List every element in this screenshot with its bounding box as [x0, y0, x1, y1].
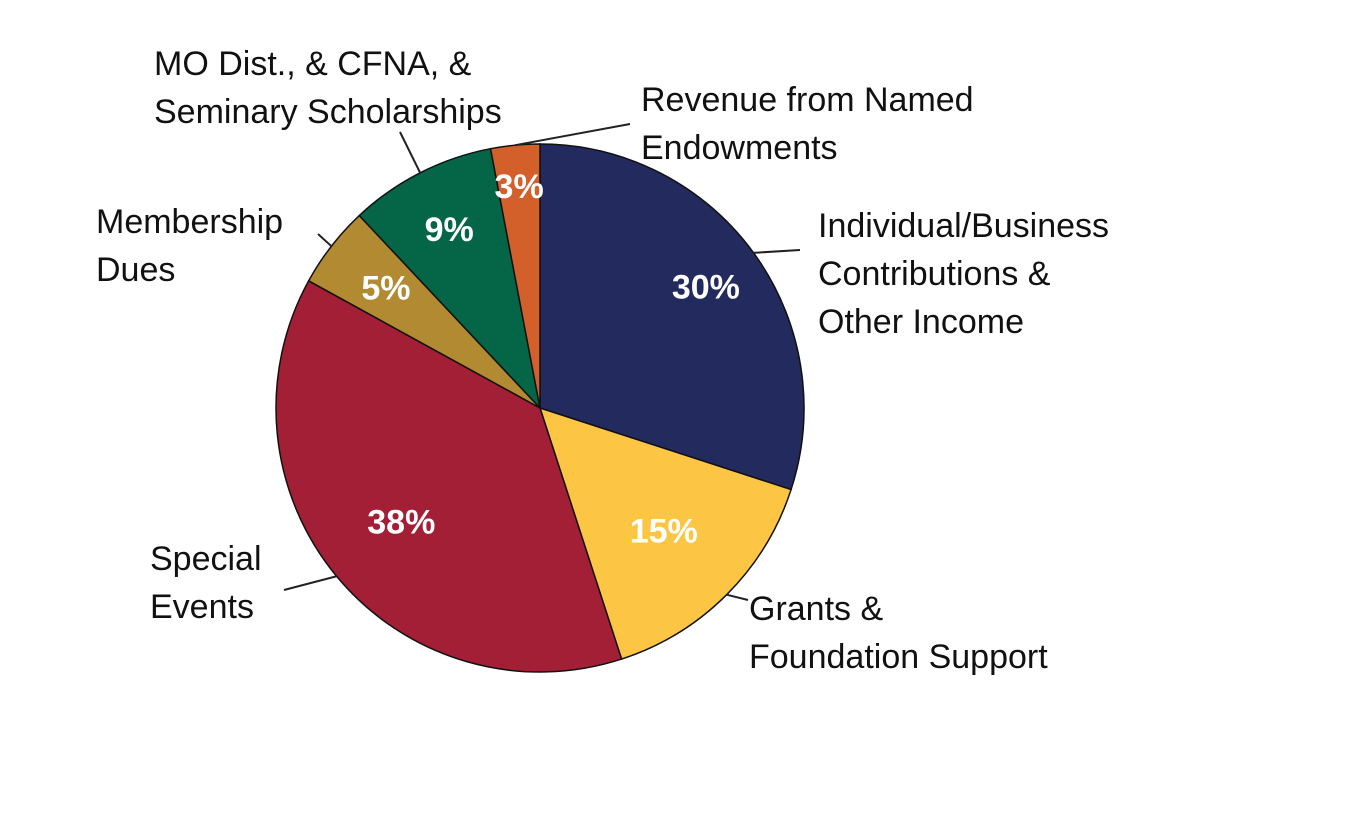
- pie-slice-special-events: [275, 279, 623, 673]
- label-named-endowments: Revenue from Named Endowments: [641, 76, 974, 172]
- label-line: MO Dist., & CFNA, &: [154, 45, 472, 83]
- label-line: Seminary Scholarships: [154, 93, 502, 131]
- leader-line-named-endowments: [514, 123, 631, 147]
- label-membership-dues: Membership Dues: [96, 198, 283, 294]
- label-line: Dues: [96, 251, 176, 289]
- label-line: Endowments: [641, 129, 838, 167]
- pie-slice-grants-foundation: [538, 406, 793, 661]
- label-line: Grants &: [749, 590, 884, 628]
- label-line: Other Income: [818, 303, 1024, 341]
- label-scholarships: MO Dist., & CFNA, & Seminary Scholarship…: [154, 40, 502, 136]
- leader-line-membership-dues: [317, 233, 333, 247]
- pie-slice-individual-business: [539, 143, 805, 491]
- leader-line-scholarships: [399, 131, 422, 174]
- label-line: Individual/Business: [818, 207, 1110, 245]
- label-line: Revenue from Named: [641, 81, 974, 119]
- pct-label-special-events: 38%: [367, 504, 435, 542]
- label-grants-foundation: Grants & Foundation Support: [749, 585, 1048, 681]
- label-line: Events: [150, 588, 254, 626]
- label-line: Membership: [96, 203, 284, 241]
- label-line: Special: [150, 540, 262, 578]
- label-individual-business: Individual/Business Contributions & Othe…: [818, 202, 1109, 346]
- label-special-events: Special Events: [150, 535, 262, 631]
- pct-label-named-endowments: 3%: [495, 168, 544, 206]
- leader-line-grants-foundation: [726, 593, 749, 601]
- leader-line-individual-business: [753, 249, 801, 254]
- pie-slice-named-endowments: [489, 143, 541, 409]
- pct-label-individual-business: 30%: [672, 269, 740, 307]
- pct-label-membership-dues: 5%: [361, 269, 410, 307]
- pct-label-grants-foundation: 15%: [630, 513, 698, 551]
- leader-line-special-events: [283, 575, 337, 591]
- label-line: Contributions &: [818, 255, 1051, 293]
- pct-label-scholarships: 9%: [425, 211, 474, 249]
- label-line: Foundation Support: [749, 638, 1048, 676]
